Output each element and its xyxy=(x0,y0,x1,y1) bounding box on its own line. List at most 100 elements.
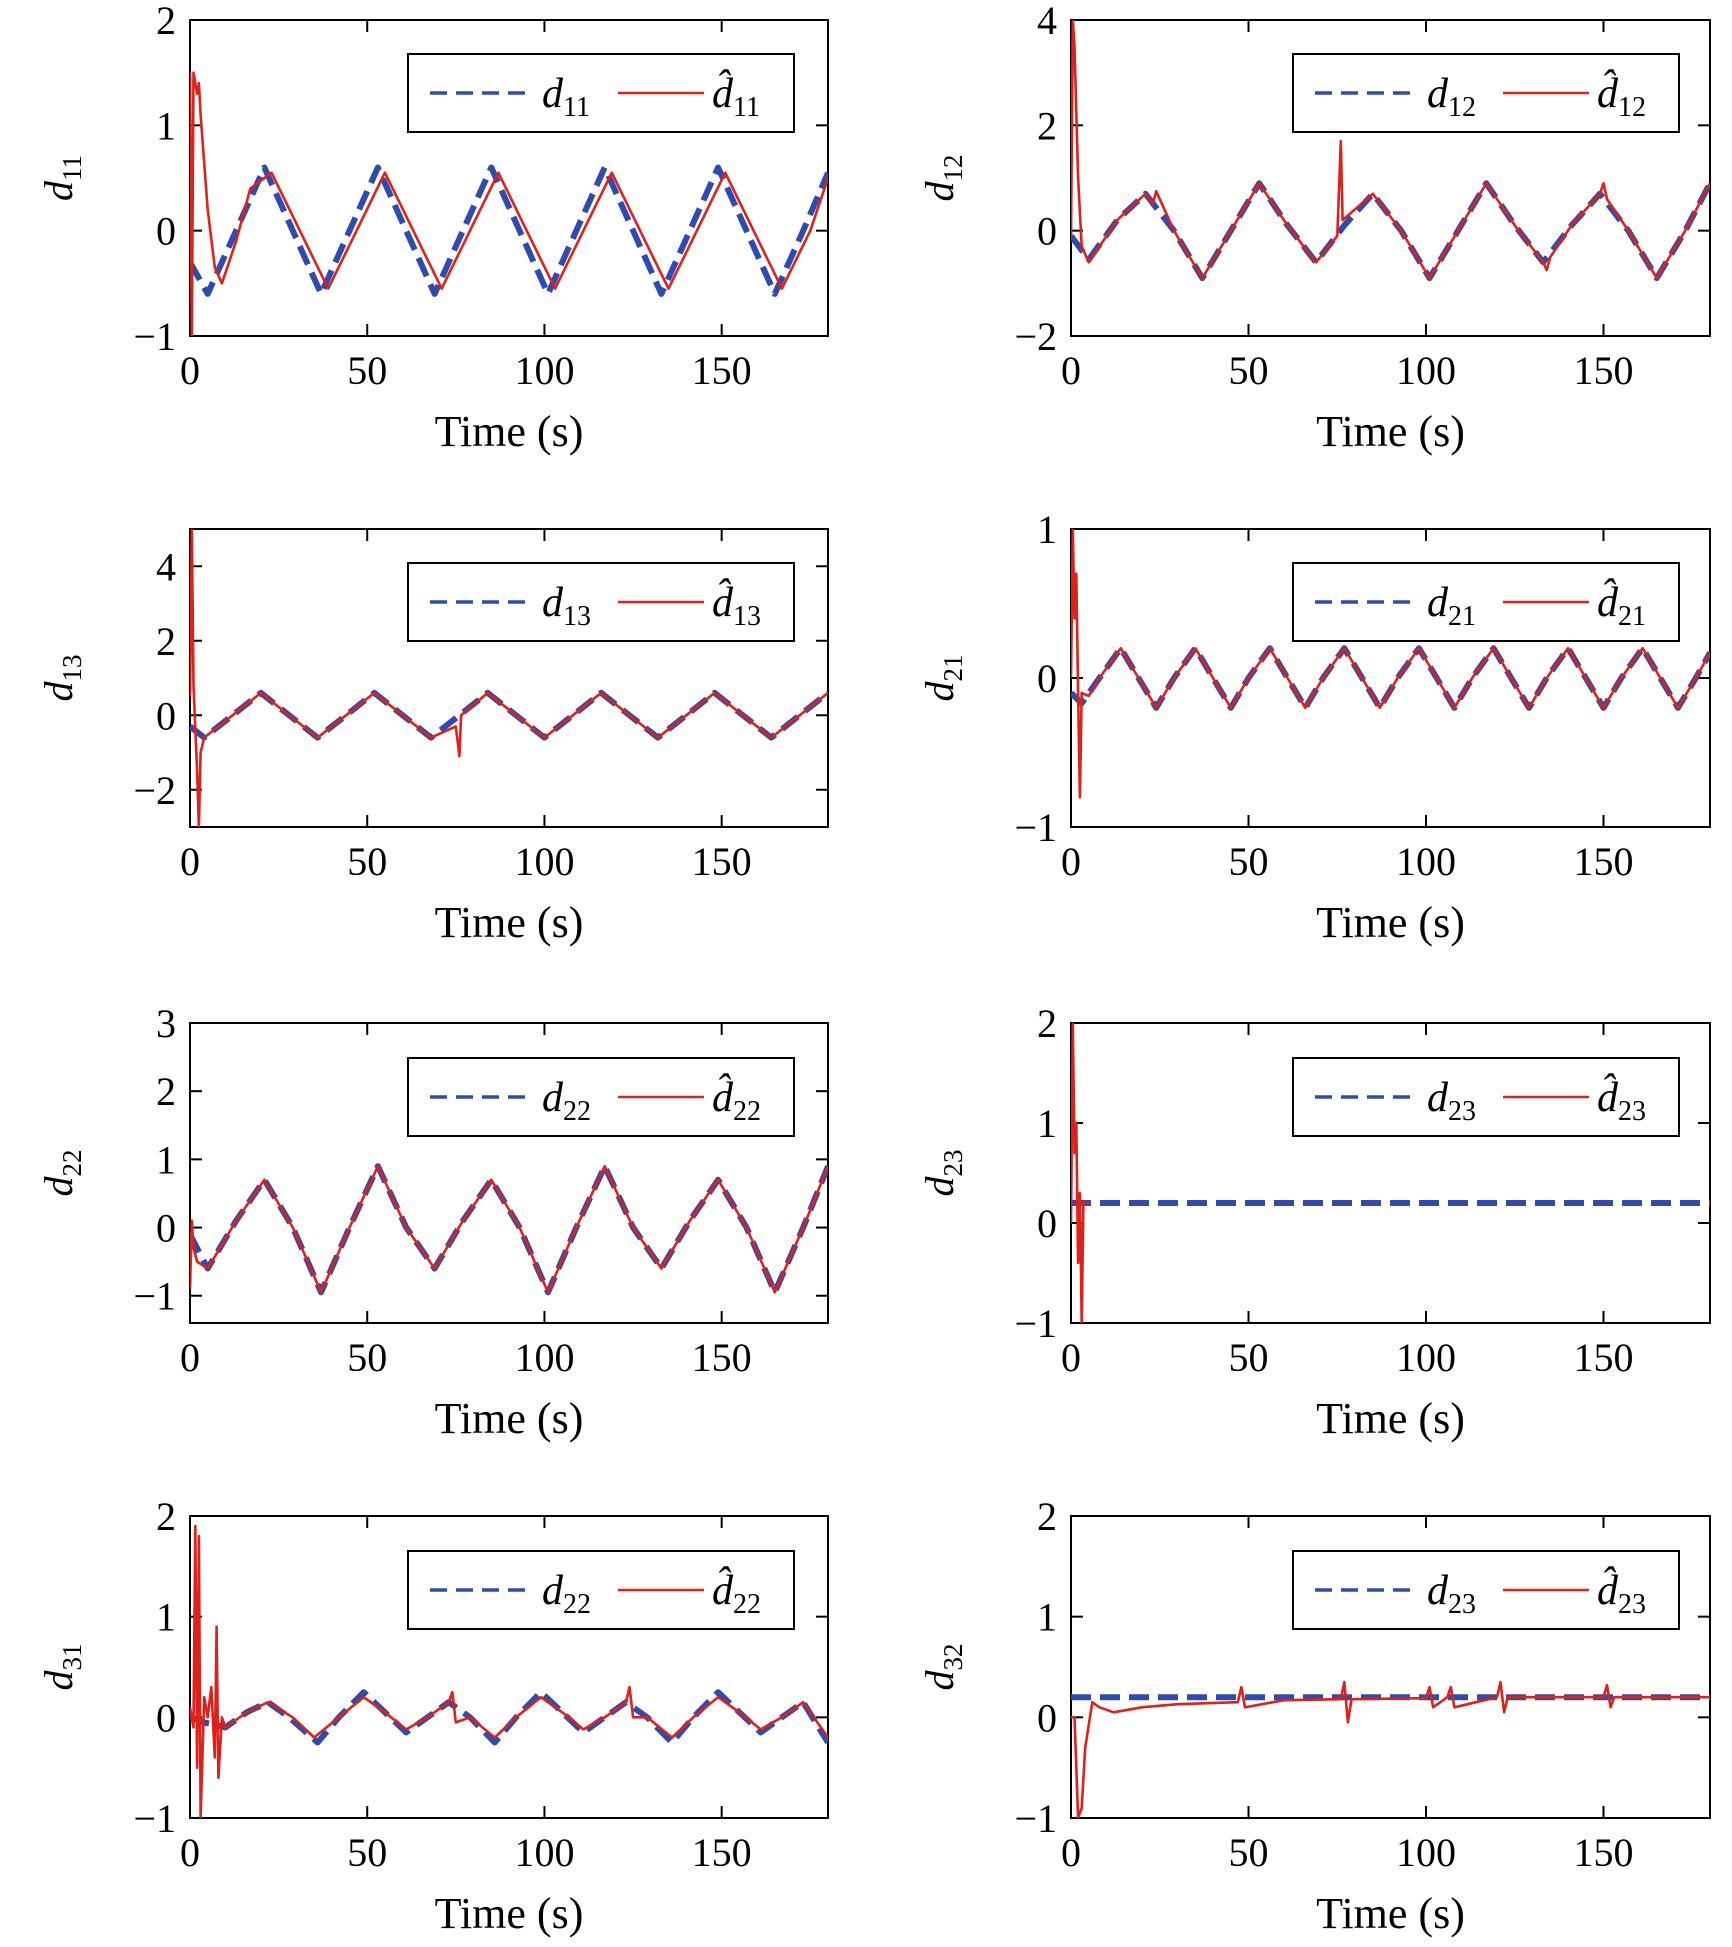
y-tick-label: −1 xyxy=(133,1796,176,1841)
y-tick-label: 1 xyxy=(156,1137,176,1182)
series-reference-line xyxy=(190,1689,828,1746)
y-tick-label: 2 xyxy=(156,1069,176,1114)
y-tick-label: 2 xyxy=(1037,1494,1057,1539)
series-estimate-line xyxy=(190,1524,828,1818)
axes-frame xyxy=(1070,1515,1711,1819)
x-tick-label: 150 xyxy=(692,839,752,884)
y-axis-label: d12 xyxy=(917,155,968,202)
x-axis-title: Time (s) xyxy=(435,1394,584,1443)
x-tick-label: 50 xyxy=(1229,1335,1269,1380)
y-tick-label: 4 xyxy=(156,544,176,589)
legend-label-reference: d23 xyxy=(1427,1075,1476,1127)
legend-label-reference: d21 xyxy=(1427,580,1476,632)
y-tick-label: −1 xyxy=(1014,1301,1057,1346)
y-tick-label: −1 xyxy=(1014,1796,1057,1841)
y-tick-label: 3 xyxy=(156,1001,176,1046)
series-estimate-line xyxy=(1071,529,1710,799)
y-tick-label: −2 xyxy=(133,768,176,813)
x-axis-title: Time (s) xyxy=(435,898,584,947)
y-tick-label: 2 xyxy=(156,1494,176,1539)
x-tick-label: 0 xyxy=(180,348,200,393)
legend-box xyxy=(1292,1057,1680,1137)
y-tick-label: 2 xyxy=(1037,1001,1057,1046)
legend-label-estimate: d̂12 xyxy=(1597,68,1646,123)
x-tick-label: 50 xyxy=(347,348,387,393)
series-estimate-line xyxy=(190,1164,828,1294)
y-tick-label: 1 xyxy=(156,1595,176,1640)
x-axis-title: Time (s) xyxy=(435,1889,584,1938)
y-tick-label: 2 xyxy=(156,619,176,664)
y-tick-label: −2 xyxy=(1014,314,1057,359)
x-tick-label: 100 xyxy=(514,839,574,884)
x-tick-label: 100 xyxy=(1396,839,1456,884)
y-tick-label: 4 xyxy=(1037,0,1057,43)
x-tick-label: 150 xyxy=(1574,348,1634,393)
legend-label-reference: d12 xyxy=(1427,71,1476,123)
y-axis-label: d31 xyxy=(36,1644,87,1691)
series-estimate-line xyxy=(190,529,828,827)
series-estimate-line xyxy=(1071,20,1710,280)
x-tick-label: 150 xyxy=(1574,839,1634,884)
y-axis-label: d23 xyxy=(917,1150,968,1197)
series-estimate-line xyxy=(1071,1023,1089,1323)
x-tick-label: 0 xyxy=(180,1830,200,1875)
x-tick-label: 50 xyxy=(1229,1830,1269,1875)
legend-label-estimate: d̂23 xyxy=(1597,1072,1646,1127)
y-axis-label: d22 xyxy=(36,1150,87,1197)
x-tick-label: 50 xyxy=(1229,839,1269,884)
x-axis-title: Time (s) xyxy=(1316,1889,1465,1938)
x-tick-label: 100 xyxy=(1396,348,1456,393)
y-tick-label: 0 xyxy=(156,1695,176,1740)
y-tick-label: 1 xyxy=(1037,1101,1057,1146)
x-tick-label: 150 xyxy=(1574,1830,1634,1875)
y-tick-label: 2 xyxy=(1037,103,1057,148)
legend-label-reference: d13 xyxy=(542,580,591,632)
legend-label-reference: d11 xyxy=(542,71,590,123)
y-tick-label: 0 xyxy=(156,1206,176,1251)
x-tick-label: 150 xyxy=(692,1335,752,1380)
y-tick-label: 0 xyxy=(1037,1201,1057,1246)
x-tick-label: 100 xyxy=(514,348,574,393)
x-tick-label: 50 xyxy=(1229,348,1269,393)
legend-label-estimate: d̂11 xyxy=(712,68,760,123)
legend-label-reference: d22 xyxy=(542,1075,591,1127)
x-tick-label: 50 xyxy=(347,1830,387,1875)
series-reference-line xyxy=(190,1163,828,1296)
y-tick-label: 1 xyxy=(1037,507,1057,552)
y-tick-label: 2 xyxy=(156,0,176,43)
legend-label-estimate: d̂22 xyxy=(712,1565,761,1620)
series-reference-line xyxy=(1071,180,1710,282)
x-tick-label: 0 xyxy=(1061,1335,1081,1380)
x-axis-title: Time (s) xyxy=(1316,1394,1465,1443)
axes-frame xyxy=(189,1515,829,1819)
legend-label-reference: d23 xyxy=(1427,1568,1476,1620)
y-tick-label: 0 xyxy=(156,209,176,254)
y-axis-label: d32 xyxy=(917,1644,968,1691)
x-axis-title: Time (s) xyxy=(1316,898,1465,947)
x-axis-title: Time (s) xyxy=(1316,407,1465,456)
y-tick-label: 1 xyxy=(1037,1595,1057,1640)
x-tick-label: 100 xyxy=(514,1335,574,1380)
y-axis-label: d21 xyxy=(917,655,968,702)
x-tick-label: 0 xyxy=(1061,1830,1081,1875)
x-axis-title: Time (s) xyxy=(435,407,584,456)
x-tick-label: 50 xyxy=(347,1335,387,1380)
y-axis-label: d13 xyxy=(36,655,87,702)
y-axis-label: d11 xyxy=(36,155,87,201)
x-tick-label: 150 xyxy=(1574,1335,1634,1380)
x-tick-label: 150 xyxy=(692,1830,752,1875)
x-tick-label: 100 xyxy=(1396,1830,1456,1875)
x-tick-label: 100 xyxy=(514,1830,574,1875)
legend-label-reference: d22 xyxy=(542,1568,591,1620)
y-tick-label: −1 xyxy=(133,314,176,359)
legend-label-estimate: d̂13 xyxy=(712,577,761,632)
series-estimate-line xyxy=(1071,1680,1710,1818)
x-tick-label: 0 xyxy=(180,839,200,884)
